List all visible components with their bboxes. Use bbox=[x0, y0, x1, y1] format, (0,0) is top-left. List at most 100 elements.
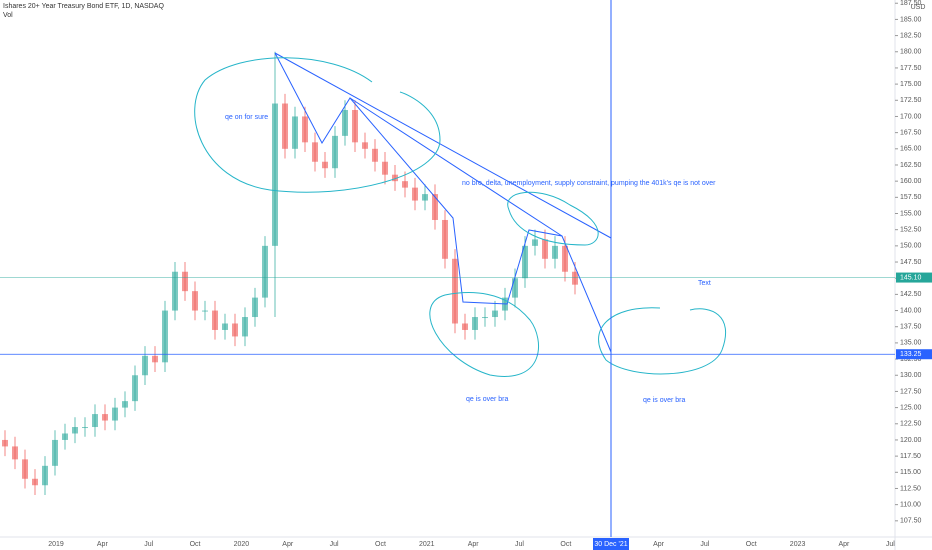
candle-body bbox=[522, 245, 528, 279]
trend-line bbox=[349, 97, 563, 237]
candle-body bbox=[142, 355, 148, 376]
candle-body bbox=[102, 414, 108, 421]
candle-body bbox=[272, 103, 278, 246]
y-tick-label: 157.50 bbox=[900, 194, 922, 201]
x-tick-label: 2019 bbox=[48, 541, 64, 548]
candle-body bbox=[382, 161, 388, 175]
candle-body bbox=[132, 375, 138, 402]
candle-body bbox=[532, 239, 538, 246]
x-tick-label: Jul bbox=[144, 541, 153, 548]
x-tick-label: Jul bbox=[700, 541, 709, 548]
candle-body bbox=[432, 194, 438, 220]
x-tick-label: Apr bbox=[468, 541, 480, 548]
y-tick-label: 147.50 bbox=[900, 259, 922, 266]
candle-body bbox=[322, 161, 328, 169]
y-tick-label: 185.00 bbox=[900, 16, 922, 23]
y-tick-label: 115.00 bbox=[900, 469, 921, 476]
y-tick-label: 135.00 bbox=[900, 340, 922, 347]
y-tick-label: 110.00 bbox=[900, 501, 921, 508]
candle-body bbox=[2, 439, 8, 447]
currency: USD bbox=[911, 4, 926, 11]
candle-body bbox=[442, 219, 448, 259]
y-tick-label: 155.00 bbox=[900, 210, 922, 217]
candle-body bbox=[372, 148, 378, 162]
y-tick-label: 137.50 bbox=[900, 324, 922, 331]
y-tick-label: 187.50 bbox=[900, 0, 922, 7]
candle-body bbox=[262, 245, 268, 298]
candle-body bbox=[292, 116, 298, 149]
annotation: no bro, delta, unemployment, supply cons… bbox=[462, 180, 716, 187]
y-tick-label: 152.50 bbox=[900, 227, 922, 234]
x-tick-label: Oct bbox=[190, 541, 201, 548]
candle-body bbox=[352, 109, 358, 143]
candle-body bbox=[22, 459, 28, 479]
candle-body bbox=[242, 317, 248, 337]
crosshair-date: 30 Dec '21 bbox=[594, 541, 627, 548]
volume-label: Vol bbox=[3, 12, 13, 19]
y-tick-label: 180.00 bbox=[900, 49, 922, 56]
candle-body bbox=[92, 414, 98, 428]
candle-body bbox=[162, 310, 168, 363]
candle-body bbox=[232, 323, 238, 337]
candle-body bbox=[122, 401, 128, 408]
y-tick-label: 160.00 bbox=[900, 178, 922, 185]
price-label-box bbox=[896, 272, 932, 283]
candle-body bbox=[512, 278, 518, 298]
candle-body bbox=[392, 174, 398, 182]
candle-body bbox=[72, 427, 78, 434]
candle-body bbox=[362, 142, 368, 149]
trend-line bbox=[274, 52, 612, 353]
y-tick-label: 112.50 bbox=[900, 485, 921, 492]
candle-body bbox=[302, 116, 308, 143]
x-tick-label: 2023 bbox=[790, 541, 806, 548]
x-tick-label: Jul bbox=[886, 541, 895, 548]
candle-body bbox=[12, 446, 18, 460]
y-tick-label: 162.50 bbox=[900, 162, 922, 169]
x-tick-label: Oct bbox=[375, 541, 386, 548]
y-tick-label: 150.00 bbox=[900, 243, 922, 250]
y-tick-label: 132.50 bbox=[900, 356, 922, 363]
candle-body bbox=[252, 297, 258, 318]
y-tick-label: 172.50 bbox=[900, 97, 922, 104]
y-tick-label: 117.50 bbox=[900, 453, 921, 460]
y-tick-label: 125.00 bbox=[900, 404, 922, 411]
y-tick-label: 182.50 bbox=[900, 32, 922, 39]
annotation: qe is over bra bbox=[643, 397, 686, 404]
x-tick-label: 2021 bbox=[419, 541, 435, 548]
y-tick-label: 127.50 bbox=[900, 388, 922, 395]
candle-body bbox=[562, 245, 568, 272]
ellipse bbox=[507, 191, 599, 246]
price-label-box bbox=[896, 349, 932, 360]
price-label: 145.10 bbox=[900, 274, 922, 281]
x-tick-label: Jul bbox=[515, 541, 524, 548]
candle-body bbox=[472, 317, 478, 330]
plot bbox=[2, 51, 578, 495]
candle-body bbox=[172, 271, 178, 311]
price-label: 133.25 bbox=[900, 351, 922, 358]
candle-body bbox=[412, 187, 418, 201]
ellipse bbox=[598, 307, 727, 375]
y-tick-label: 120.00 bbox=[900, 437, 922, 444]
candle-body bbox=[312, 142, 318, 162]
candle-body bbox=[462, 323, 468, 330]
candle-body bbox=[152, 355, 158, 363]
y-tick-label: 170.00 bbox=[900, 113, 922, 120]
y-tick-label: 140.00 bbox=[900, 307, 922, 314]
y-tick-label: 177.50 bbox=[900, 65, 922, 72]
x-tick-label: Apr bbox=[653, 541, 665, 548]
candle-body bbox=[282, 103, 288, 149]
candle-body bbox=[482, 317, 488, 319]
candle-body bbox=[112, 407, 118, 421]
candle-body bbox=[422, 194, 428, 201]
x-tick-label: Apr bbox=[838, 541, 850, 548]
candle-body bbox=[42, 465, 48, 486]
candle-body bbox=[62, 433, 68, 440]
x-tick-label: Oct bbox=[746, 541, 757, 548]
candle-body bbox=[542, 239, 548, 259]
candle-body bbox=[492, 310, 498, 318]
candle-body bbox=[182, 271, 188, 292]
candle-body bbox=[32, 478, 38, 486]
candle-body bbox=[82, 427, 88, 429]
